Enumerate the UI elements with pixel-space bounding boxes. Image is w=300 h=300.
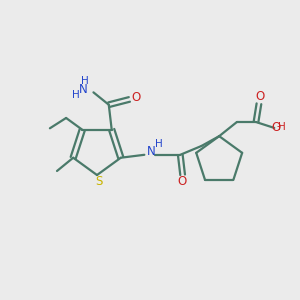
Text: H: H [155, 139, 163, 148]
Text: O: O [131, 92, 140, 104]
Text: H: H [72, 90, 80, 100]
Text: N: N [79, 83, 88, 96]
Text: H: H [81, 76, 89, 86]
Text: N: N [146, 145, 155, 158]
Text: O: O [177, 176, 187, 188]
Text: H: H [278, 122, 286, 132]
Text: -: - [277, 122, 281, 131]
Text: S: S [96, 175, 103, 188]
Text: O: O [255, 90, 264, 103]
Text: O: O [271, 121, 280, 134]
